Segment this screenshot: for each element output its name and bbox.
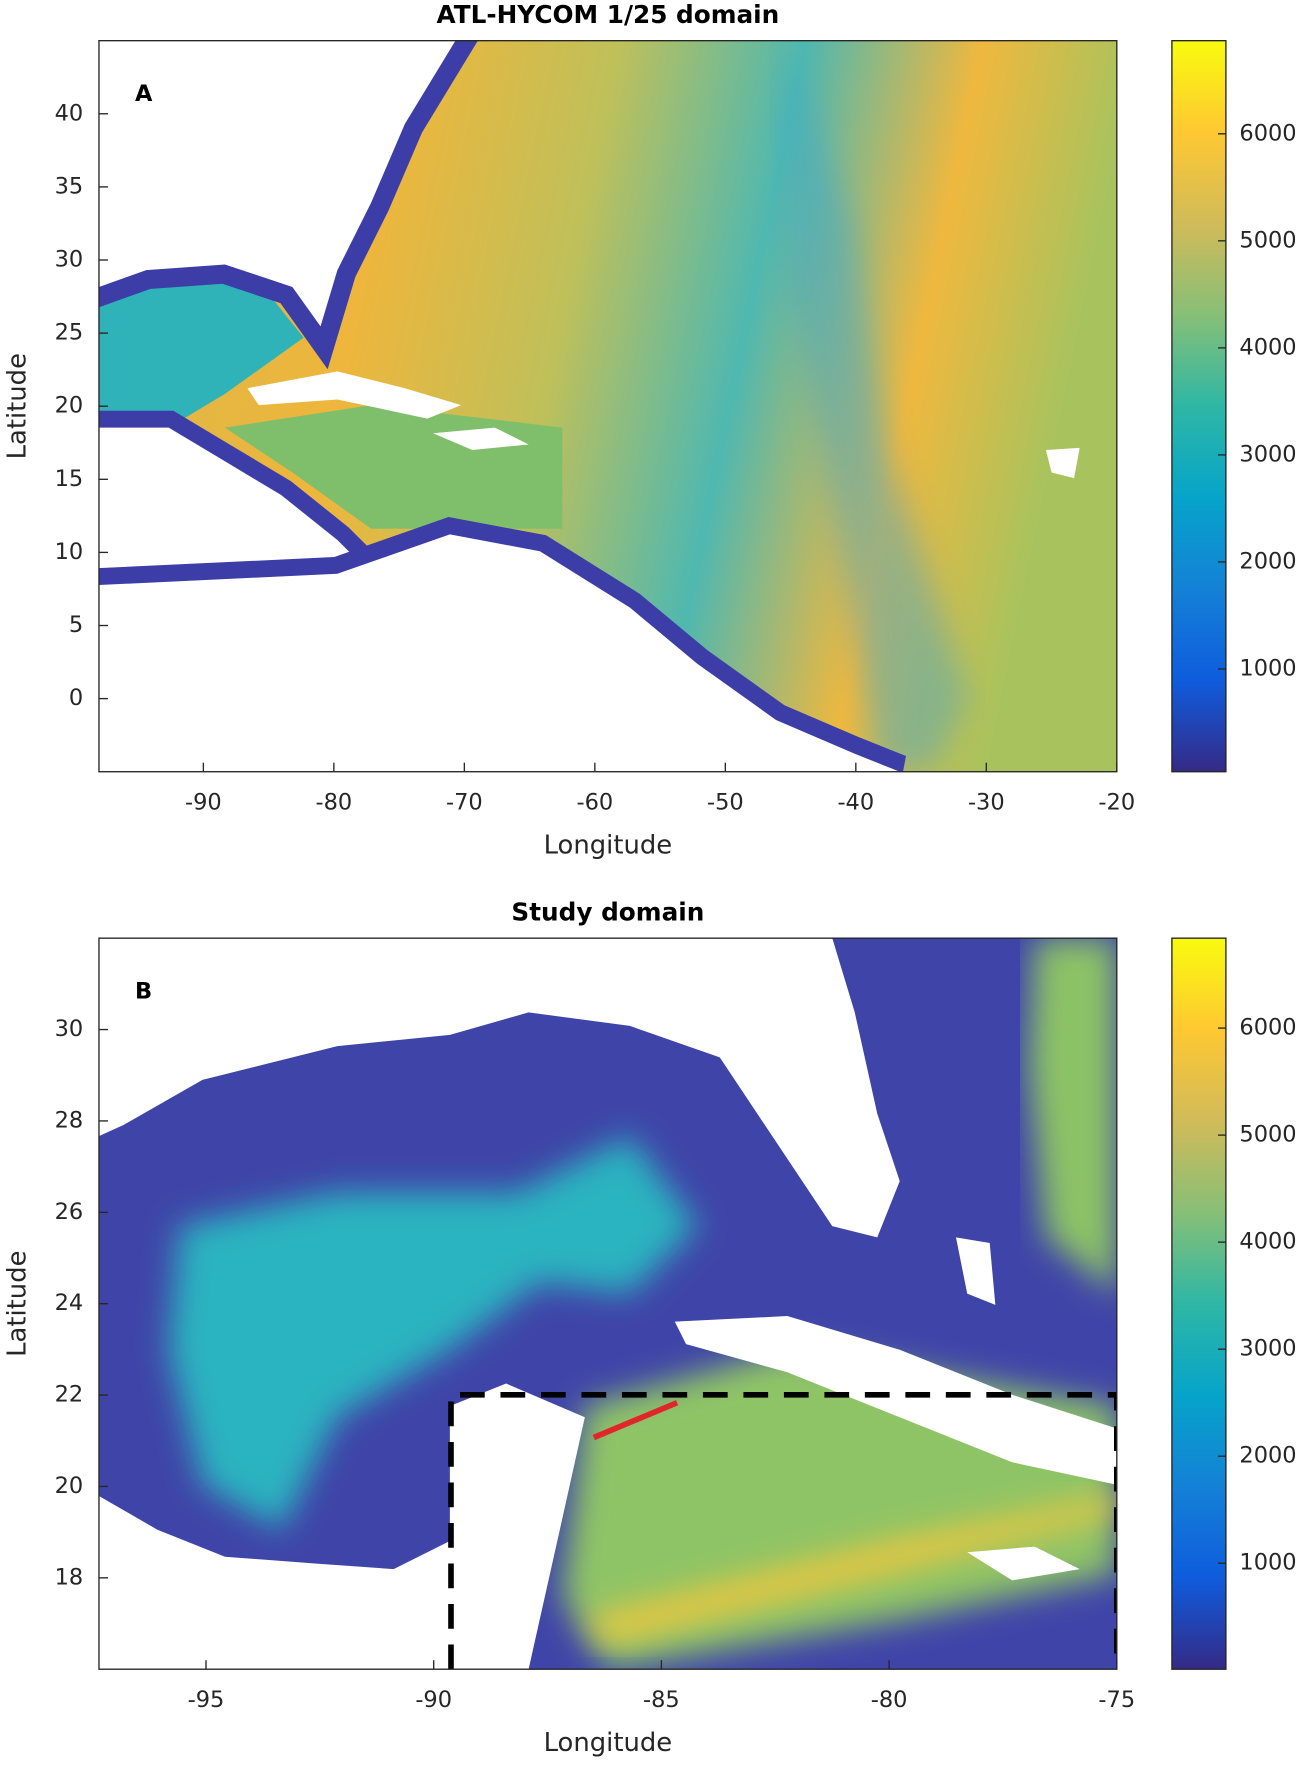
x-tick-label: -90 <box>415 1687 452 1713</box>
x-tick-label: -70 <box>446 790 483 816</box>
colorbar <box>1171 40 1227 773</box>
y-tick-label: 0 <box>69 685 83 711</box>
colorbar-tick-label: 6000 <box>1239 1015 1296 1041</box>
chart-title: ATL-HYCOM 1/25 domain <box>436 0 779 29</box>
colorbar-tick-label: 4000 <box>1239 1229 1296 1255</box>
y-tick-label: 28 <box>55 1107 84 1133</box>
colorbar-tick-label: 6000 <box>1239 120 1296 146</box>
y-axis-label: Latitude <box>2 1250 32 1356</box>
section-line <box>592 1400 679 1441</box>
colorbar-tick-label: 2000 <box>1239 548 1296 574</box>
x-axis-label: Longitude <box>544 830 673 860</box>
y-tick-label: 40 <box>55 100 84 126</box>
study-box <box>448 1391 1117 1670</box>
colorbar-tick-label: 2000 <box>1239 1443 1296 1469</box>
x-tick-label: -60 <box>576 790 613 816</box>
x-tick-label: -50 <box>707 790 744 816</box>
x-tick-label: -20 <box>1098 790 1135 816</box>
y-tick-label: 22 <box>55 1382 84 1408</box>
chart-title: Study domain <box>511 897 704 926</box>
panel-label: B <box>135 979 152 1005</box>
y-tick-label: 35 <box>55 173 84 199</box>
colorbar <box>1171 937 1227 1670</box>
y-axis-label: Latitude <box>2 353 32 459</box>
y-tick-label: 30 <box>55 1016 84 1042</box>
colorbar-tick-label: 5000 <box>1239 1122 1296 1148</box>
colorbar-tick-label: 3000 <box>1239 441 1296 467</box>
colorbar-tick-label: 3000 <box>1239 1336 1296 1362</box>
colorbar-tick-label: 5000 <box>1239 227 1296 253</box>
bathymetry-a <box>98 40 1117 772</box>
x-tick-label: -95 <box>188 1687 225 1713</box>
y-tick-label: 30 <box>55 246 84 272</box>
y-tick-label: 25 <box>55 320 84 346</box>
x-tick-label: -75 <box>1098 1687 1135 1713</box>
x-tick-label: -85 <box>643 1687 680 1713</box>
y-tick-label: 15 <box>55 466 84 492</box>
y-tick-label: 24 <box>55 1290 84 1316</box>
y-tick-label: 5 <box>69 612 83 638</box>
x-tick-label: -30 <box>968 790 1005 816</box>
y-tick-label: 26 <box>55 1199 84 1225</box>
x-tick-label: -90 <box>185 790 222 816</box>
y-tick-label: 10 <box>55 539 84 565</box>
x-tick-label: -40 <box>837 790 874 816</box>
y-tick-label: 20 <box>55 1473 84 1499</box>
x-tick-label: -80 <box>871 1687 908 1713</box>
panel-label: A <box>135 81 153 107</box>
x-tick-label: -80 <box>315 790 352 816</box>
y-tick-label: 18 <box>55 1564 84 1590</box>
x-axis-label: Longitude <box>544 1728 673 1758</box>
colorbar-tick-label: 1000 <box>1239 1550 1296 1576</box>
y-tick-label: 20 <box>55 393 84 419</box>
colorbar-tick-label: 1000 <box>1239 655 1296 681</box>
colorbar-tick-label: 4000 <box>1239 334 1296 360</box>
bathymetry-b <box>98 938 1117 1670</box>
